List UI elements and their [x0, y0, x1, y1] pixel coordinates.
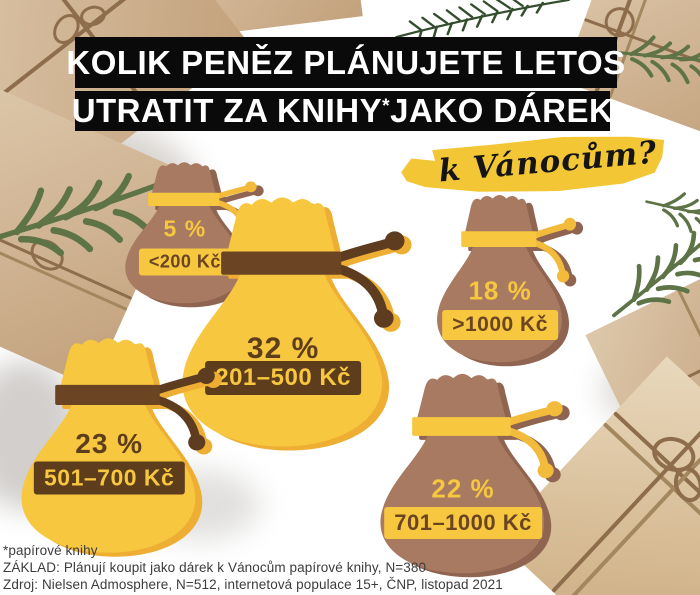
bag-range-label: 701–1000 Kč	[384, 506, 542, 539]
money-bag-under-200: 5 % <200 Kč	[112, 158, 267, 308]
bag-percent: 23 %	[75, 427, 144, 459]
title-line-1-text: KOLIK PENĚZ PLÁNUJETE LETOS	[66, 43, 626, 81]
title-line-2: UTRATIT ZA KNIHY * JAKO DÁREK	[71, 91, 614, 131]
bag-percent: 5 %	[163, 215, 207, 241]
money-bag-501-700: 23 % 501–700 Kč	[2, 332, 230, 560]
money-bag-201-500: 32 % 201–500 Kč	[160, 190, 422, 455]
footnotes: *papírové knihy ZÁKLAD: Plánují koupit j…	[3, 542, 503, 593]
footnote-paper-books: *papírové knihy	[3, 543, 98, 558]
footnote-source: Zdroj: Nielsen Admosphere, N=512, intern…	[3, 577, 503, 592]
title-line-2-post: JAKO DÁREK	[390, 92, 614, 129]
bag-percent: 32 %	[246, 332, 320, 365]
bag-percent: 22 %	[431, 473, 495, 504]
footnote-base: ZÁKLAD: Plánují koupit jako dárek k Váno…	[3, 560, 427, 575]
bag-range-label: >1000 Kč	[442, 310, 558, 341]
money-bag-over-1000: 18 % >1000 Kč	[423, 190, 587, 368]
bag-range-label: <200 Kč	[138, 248, 231, 275]
title-line-2-pre: UTRATIT ZA KNIHY	[71, 92, 383, 129]
title-line-1: KOLIK PENĚZ PLÁNUJETE LETOS	[66, 37, 625, 88]
bag-range-label: 501–700 Kč	[33, 461, 185, 495]
bag-percent: 18 %	[468, 275, 532, 306]
money-bag-701-1000: 22 % 701–1000 Kč	[362, 368, 577, 580]
bag-range-label: 201–500 Kč	[205, 361, 362, 396]
